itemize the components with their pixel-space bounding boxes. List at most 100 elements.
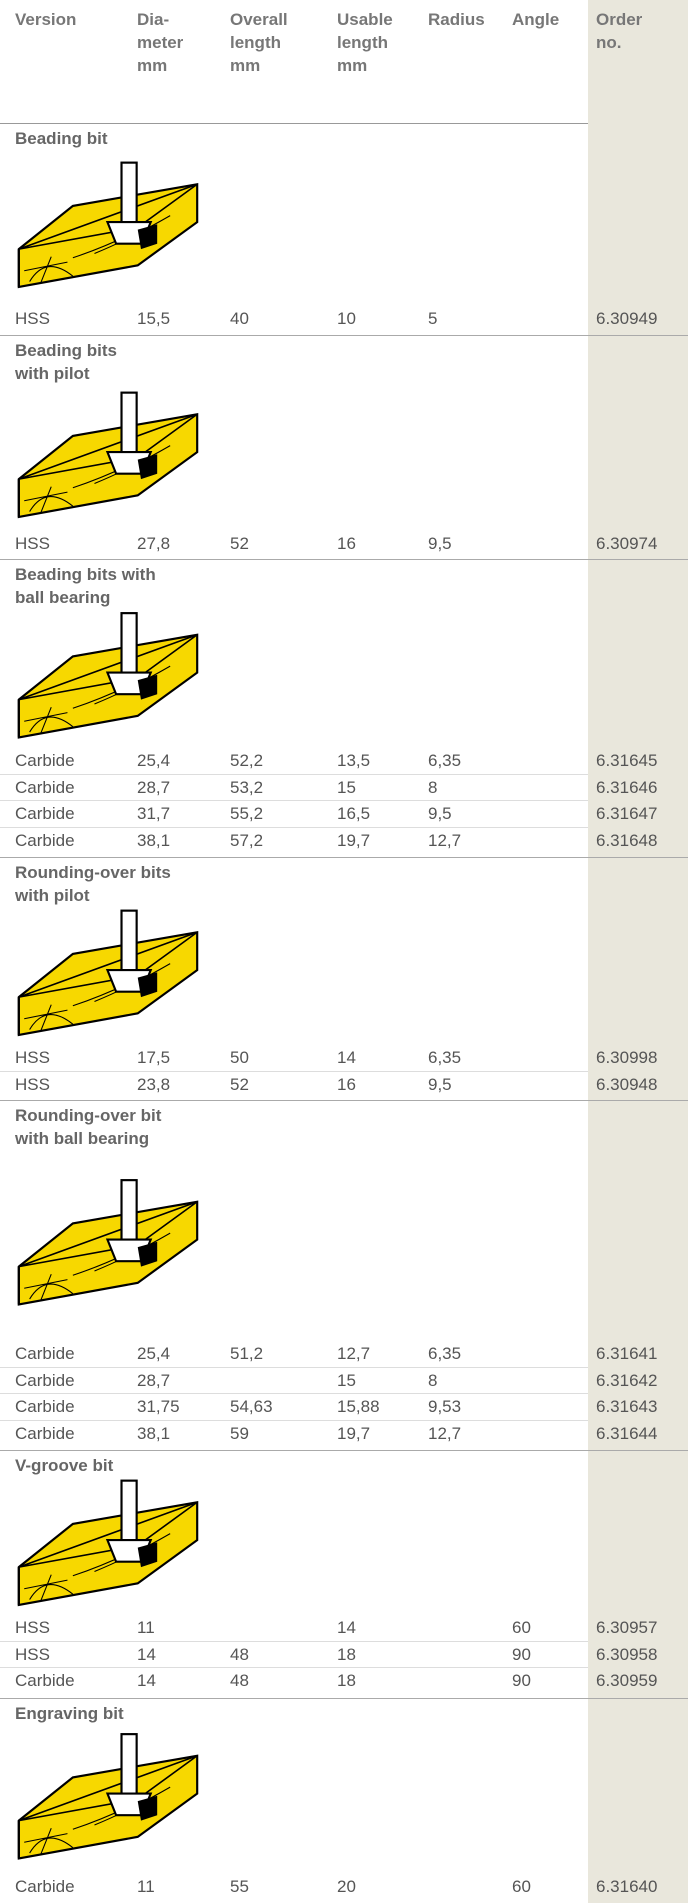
cell-text: 6,35 <box>428 1344 461 1364</box>
cell-text: 20 <box>337 1877 356 1897</box>
header-text: Dia- <box>137 8 169 31</box>
cell-text: 48 <box>230 1671 249 1691</box>
cell-text: 40 <box>230 309 249 329</box>
cell-text: Carbide <box>15 751 75 771</box>
cell-text: 55,2 <box>230 804 263 824</box>
section-rule <box>0 1100 688 1101</box>
cell-text: 14 <box>137 1645 156 1665</box>
row-rule <box>0 1367 588 1368</box>
cell-text: 15,5 <box>137 309 170 329</box>
cell-text: 38,1 <box>137 1424 170 1444</box>
cell-text: 51,2 <box>230 1344 263 1364</box>
cell-text: 14 <box>337 1618 356 1638</box>
cell-text: 15 <box>337 1371 356 1391</box>
cell-text: 52 <box>230 1075 249 1095</box>
cell-text: 11 <box>137 1877 155 1897</box>
cell-text: Carbide <box>15 1371 75 1391</box>
cell-text: 52 <box>230 534 249 554</box>
cell-text: 23,8 <box>137 1075 170 1095</box>
cell-text: 50 <box>230 1048 249 1068</box>
section-title: Engraving bit <box>15 1702 124 1725</box>
cell-text: Carbide <box>15 1671 75 1691</box>
cell-text: 8 <box>428 1371 437 1391</box>
header-text: Version <box>15 8 76 31</box>
cell-text: HSS <box>15 309 50 329</box>
cell-text: 12,7 <box>428 1424 461 1444</box>
bit-illustration <box>8 150 208 305</box>
cell-text: Carbide <box>15 1424 75 1444</box>
cell-text: 90 <box>512 1671 531 1691</box>
cell-text: 52,2 <box>230 751 263 771</box>
cell-text: 18 <box>337 1671 356 1691</box>
cell-text: 28,7 <box>137 778 170 798</box>
header-text: length <box>230 31 281 54</box>
cell-text: 6.30998 <box>596 1048 657 1068</box>
header-text: mm <box>137 54 167 77</box>
cell-text: 6.30974 <box>596 534 657 554</box>
section-title: with ball bearing <box>15 1127 149 1150</box>
cell-text: Carbide <box>15 1877 75 1897</box>
cell-text: Carbide <box>15 1344 75 1364</box>
cell-text: 6.30948 <box>596 1075 657 1095</box>
row-rule <box>0 1071 588 1072</box>
cell-text: 9,5 <box>428 804 452 824</box>
cell-text: 16 <box>337 1075 356 1095</box>
cell-text: 6.30949 <box>596 309 657 329</box>
cell-text: HSS <box>15 1048 50 1068</box>
cell-text: 57,2 <box>230 831 263 851</box>
cell-text: 60 <box>512 1618 531 1638</box>
cell-text: 6.31640 <box>596 1877 657 1897</box>
cell-text: 18 <box>337 1645 356 1665</box>
section-rule <box>0 559 688 560</box>
cell-text: 55 <box>230 1877 249 1897</box>
cell-text: 15,88 <box>337 1397 380 1417</box>
cell-text: 13,5 <box>337 751 370 771</box>
cell-text: 16,5 <box>337 804 370 824</box>
row-rule <box>0 1420 588 1421</box>
cell-text: 6.31648 <box>596 831 657 851</box>
cell-text: 6.30959 <box>596 1671 657 1691</box>
row-rule <box>0 1641 588 1642</box>
cell-text: 12,7 <box>428 831 461 851</box>
cell-text: 6.31643 <box>596 1397 657 1417</box>
bit-illustration <box>8 609 208 747</box>
cell-text: 6.31642 <box>596 1371 657 1391</box>
cell-text: 28,7 <box>137 1371 170 1391</box>
cell-text: 48 <box>230 1645 249 1665</box>
cell-text: 25,4 <box>137 751 170 771</box>
cell-text: 25,4 <box>137 1344 170 1364</box>
cell-text: 9,5 <box>428 1075 452 1095</box>
cell-text: 6.31644 <box>596 1424 657 1444</box>
header-text: mm <box>337 54 367 77</box>
cell-text: 14 <box>337 1048 356 1068</box>
cell-text: 10 <box>337 309 356 329</box>
cell-text: 53,2 <box>230 778 263 798</box>
bit-illustration <box>8 385 208 530</box>
cell-text: 6.30958 <box>596 1645 657 1665</box>
bit-illustration <box>8 907 208 1044</box>
row-rule <box>0 1667 588 1668</box>
cell-text: 60 <box>512 1877 531 1897</box>
page: VersionDia-metermmOveralllengthmmUsablel… <box>0 0 688 1903</box>
header-text: Angle <box>512 8 559 31</box>
cell-text: 90 <box>512 1645 531 1665</box>
section-rule <box>0 857 688 858</box>
header-text: no. <box>596 31 622 54</box>
cell-text: Carbide <box>15 1397 75 1417</box>
cell-text: 6.30957 <box>596 1618 657 1638</box>
cell-text: 16 <box>337 534 356 554</box>
header-text: Radius <box>428 8 485 31</box>
section-rule <box>0 1698 688 1699</box>
row-rule <box>0 774 588 775</box>
section-title: ball bearing <box>15 586 110 609</box>
cell-text: 31,7 <box>137 804 170 824</box>
cell-text: 9,5 <box>428 534 452 554</box>
cell-text: HSS <box>15 534 50 554</box>
header-text: Order <box>596 8 642 31</box>
cell-text: 31,75 <box>137 1397 180 1417</box>
row-rule <box>0 800 588 801</box>
section-title: Beading bit <box>15 127 108 150</box>
header-text: Usable <box>337 8 393 31</box>
cell-text: 19,7 <box>337 1424 370 1444</box>
cell-text: 6.31645 <box>596 751 657 771</box>
